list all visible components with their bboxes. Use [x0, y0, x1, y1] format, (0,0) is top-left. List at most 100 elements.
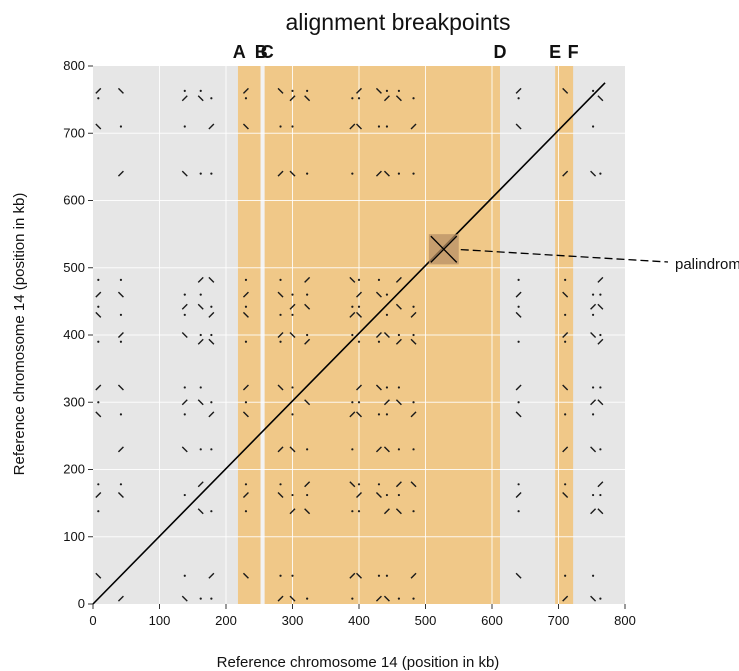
alignment-segment [597, 303, 604, 310]
alignment-segment [304, 508, 311, 515]
alignment-segment [395, 276, 402, 283]
alignment-dot [183, 574, 186, 577]
alignment-segment [289, 170, 296, 177]
alignment-segment [562, 87, 569, 94]
alignment-segment [95, 411, 102, 418]
alignment-dot [291, 89, 294, 92]
alignment-dot [412, 510, 415, 513]
alignment-segment [383, 595, 390, 602]
alignment-segment [395, 338, 402, 345]
alignment-segment [95, 291, 102, 298]
alignment-dot [377, 278, 381, 281]
alignment-segment [590, 170, 597, 177]
alignment-segment [242, 384, 249, 391]
alignment-segment [590, 508, 597, 515]
alignment-dot [306, 333, 309, 337]
alignment-dot [210, 305, 213, 308]
alignment-dot [412, 597, 415, 600]
alignment-dot [385, 125, 389, 128]
alignment-segment [95, 87, 102, 94]
alignment-segment [562, 332, 569, 338]
alignment-dot [564, 483, 567, 486]
alignment-segment [197, 481, 204, 488]
alignment-dot [97, 510, 100, 513]
alignment-segment [95, 572, 102, 579]
y-tick-label: 800 [63, 58, 85, 73]
alignment-dot [564, 340, 567, 343]
alignment-segment [410, 481, 417, 488]
alignment-segment [515, 87, 522, 94]
alignment-dot [412, 401, 415, 404]
alignment-segment [304, 303, 311, 310]
alignment-dot [397, 448, 400, 451]
alignment-dot [385, 293, 389, 296]
breakpoint-label-a: A [233, 42, 246, 62]
alignment-segment [590, 332, 597, 338]
alignment-segment [562, 384, 569, 391]
alignment-segment [515, 572, 522, 579]
alignment-dot [119, 483, 123, 486]
alignment-dot [279, 313, 282, 316]
alignment-segment [277, 332, 284, 338]
alignment-segment [356, 492, 362, 499]
alignment-segment [590, 303, 597, 310]
alignment-dot [199, 89, 202, 92]
y-tick-label: 300 [63, 394, 85, 409]
alignment-dot [397, 89, 400, 92]
alignment-segment [208, 411, 215, 418]
y-tick-label: 700 [63, 125, 85, 140]
alignment-segment [197, 338, 204, 345]
alignment-segment [349, 481, 356, 488]
alignment-segment [356, 291, 362, 298]
alignment-dot [385, 413, 389, 416]
alignment-dot [291, 293, 294, 296]
alignment-segment [277, 384, 284, 391]
alignment-dot [306, 493, 309, 497]
alignment-segment [562, 170, 569, 177]
alignment-segment [597, 338, 604, 345]
alignment-segment [395, 95, 402, 102]
alignment-dot [306, 89, 309, 92]
alignment-dot [244, 305, 248, 308]
alignment-dot [97, 483, 100, 486]
alignment-dot [291, 574, 294, 577]
alignment-dot [397, 386, 400, 389]
alignment-dot [591, 313, 595, 316]
alignment-segment [383, 399, 390, 406]
alignment-dot [357, 510, 361, 513]
alignment-dot [412, 305, 415, 308]
alignment-segment [356, 384, 362, 391]
alignment-dot [199, 293, 202, 296]
alignment-dot [351, 172, 354, 175]
x-tick-label: 700 [548, 613, 570, 628]
alignment-segment [117, 291, 124, 298]
alignment-segment [117, 492, 124, 499]
alignment-segment [562, 291, 569, 298]
alignment-segment [197, 508, 204, 515]
alignment-dot [199, 172, 202, 175]
alignment-dot [183, 413, 186, 416]
alignment-dot [564, 574, 567, 577]
alignment-dot [351, 333, 354, 337]
alignment-segment [349, 572, 356, 579]
alignment-dot [306, 448, 309, 451]
alignment-segment [181, 95, 188, 102]
alignment-segment [95, 311, 102, 318]
palindrome-marker [428, 234, 669, 265]
alignment-segment [304, 481, 311, 488]
alignment-segment [356, 411, 362, 418]
alignment-segment [242, 87, 249, 94]
alignment-dot [517, 483, 520, 486]
x-axis-ticks: 0 100 200 300 400 500 600 700 800 [89, 604, 636, 628]
alignment-dot [599, 448, 602, 451]
alignment-dot [357, 340, 361, 343]
alignment-segment [242, 411, 249, 418]
y-tick-label: 400 [63, 327, 85, 342]
alignment-segment [515, 291, 522, 298]
alignment-segment [242, 492, 249, 499]
alignment-segment [383, 446, 390, 453]
alignment-segment [356, 311, 362, 318]
alignment-segment [95, 123, 102, 130]
alignment-segment [410, 338, 417, 345]
alignment-segment [515, 311, 522, 318]
